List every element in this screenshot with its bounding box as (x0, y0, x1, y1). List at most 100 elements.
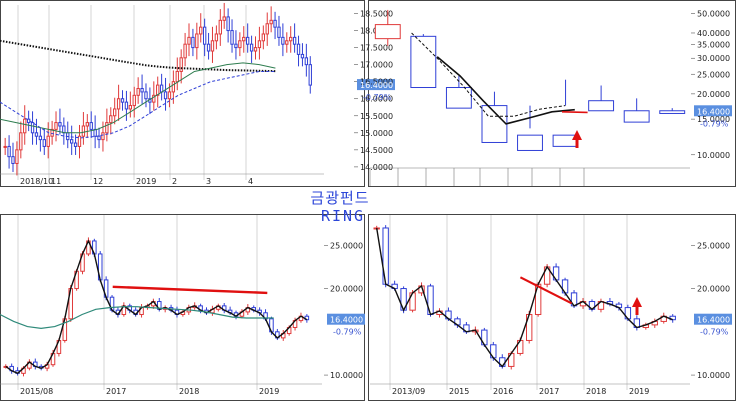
candle-body (23, 118, 27, 134)
candle-body (7, 145, 11, 158)
candle-body (171, 81, 176, 93)
ma-mid-line (0, 62, 276, 134)
price-line (5, 239, 308, 375)
candle-body (124, 101, 129, 110)
trend-line (519, 276, 573, 305)
candle-body (144, 91, 148, 100)
y-tick-label: 30.0000 (697, 54, 730, 63)
candle-body (132, 94, 136, 107)
candle-body (113, 108, 117, 117)
candle-body (34, 132, 39, 137)
candle-body (214, 33, 219, 42)
candle-body (42, 139, 46, 147)
y-tick-label: 16.5000 (360, 78, 393, 87)
y-tick-label: 18.5000 (360, 10, 393, 19)
x-tick-label: 2015 (449, 387, 469, 396)
candle-body (46, 135, 50, 147)
candle-body (289, 36, 293, 42)
change-pct-label: -0.79% (333, 328, 362, 337)
last-price-label: 16.4000 (697, 107, 730, 116)
y-tick-label: 40.0000 (697, 29, 730, 38)
candle-body (62, 125, 66, 134)
band-lower-line (0, 71, 276, 139)
ma-200-line (0, 39, 276, 73)
x-tick-label: 2013/09 (392, 387, 425, 396)
candle-body (85, 122, 89, 127)
candle-body (246, 36, 250, 45)
candle-body (195, 33, 199, 49)
candle-body (163, 91, 168, 100)
x-tick-label: 2018 (586, 387, 606, 396)
candle-body (202, 26, 207, 45)
y-tick-label: 17.0000 (360, 61, 393, 70)
x-tick-label: 2017 (106, 387, 126, 396)
ma-long-line (0, 306, 274, 330)
y-tick-label: 10.0000 (697, 151, 730, 160)
candle-body (167, 91, 172, 100)
x-tick-label: 2019 (136, 177, 156, 186)
candle-body (191, 36, 195, 49)
change-pct-label: -0.79% (700, 119, 729, 128)
trend-line (112, 285, 268, 295)
candle-body (109, 115, 113, 124)
candle-body (253, 47, 258, 52)
x-tick-label: 4 (248, 177, 253, 186)
candle-body (588, 100, 615, 112)
candle-body (218, 19, 222, 35)
candle-body (116, 98, 121, 110)
candle-body (210, 40, 215, 52)
y-tick-label: 10.0000 (697, 371, 730, 380)
candle-body (183, 43, 187, 59)
candle-body (179, 57, 183, 72)
candle-body (374, 24, 401, 40)
change-pct-label: -0.79% (363, 93, 392, 102)
last-price-label: 16.4000 (360, 81, 393, 90)
y-tick-label: 25.0000 (697, 241, 730, 250)
x-tick-label: 2017 (539, 387, 559, 396)
candle-body (257, 40, 262, 49)
candle-body (296, 43, 301, 55)
y-tick-label: 25.0000 (697, 70, 730, 79)
up-arrow-icon (572, 130, 582, 148)
candle-body (175, 70, 179, 83)
panel-daily-frame (0, 0, 365, 187)
x-tick-label: 12 (93, 177, 103, 186)
candle-body (19, 132, 23, 151)
title-ticker: RING (321, 207, 365, 225)
candle-body (517, 134, 543, 151)
change-pct-label: -0.79% (700, 328, 729, 337)
last-price-tag (357, 79, 395, 91)
candle-body (222, 16, 226, 21)
candle-body (81, 125, 86, 137)
y-tick-label: 20.0000 (697, 285, 730, 294)
candle-body (230, 30, 234, 45)
candle-body (285, 40, 289, 45)
candle-body (30, 122, 35, 134)
panel-yearly (369, 9, 732, 186)
title-korean: 금광펀드 (310, 189, 369, 207)
candle-body (308, 64, 312, 86)
y-tick-label: 35.0000 (697, 41, 730, 50)
y-tick-label: 20.0000 (330, 285, 363, 294)
candle-body (136, 88, 140, 96)
candle-body (269, 19, 273, 25)
last-price-label: 16.4000 (330, 316, 363, 325)
candle-body (50, 128, 54, 137)
x-tick-label: 2016 (493, 387, 513, 396)
y-tick-label: 50.0000 (697, 9, 730, 18)
y-tick-label: 14.0000 (360, 163, 393, 172)
y-tick-label: 15.0000 (360, 129, 393, 138)
candle-body (77, 135, 82, 147)
candle-body (11, 156, 15, 164)
candle-body (58, 122, 62, 127)
x-tick-label: 3 (206, 177, 211, 186)
candle-body (273, 19, 277, 28)
last-price-tag (694, 105, 732, 117)
candle-body (234, 43, 238, 49)
candle-body (304, 57, 309, 66)
candle-body (277, 26, 281, 38)
candle-body (54, 122, 58, 130)
candle-body (281, 36, 285, 45)
candle-body (156, 84, 160, 96)
